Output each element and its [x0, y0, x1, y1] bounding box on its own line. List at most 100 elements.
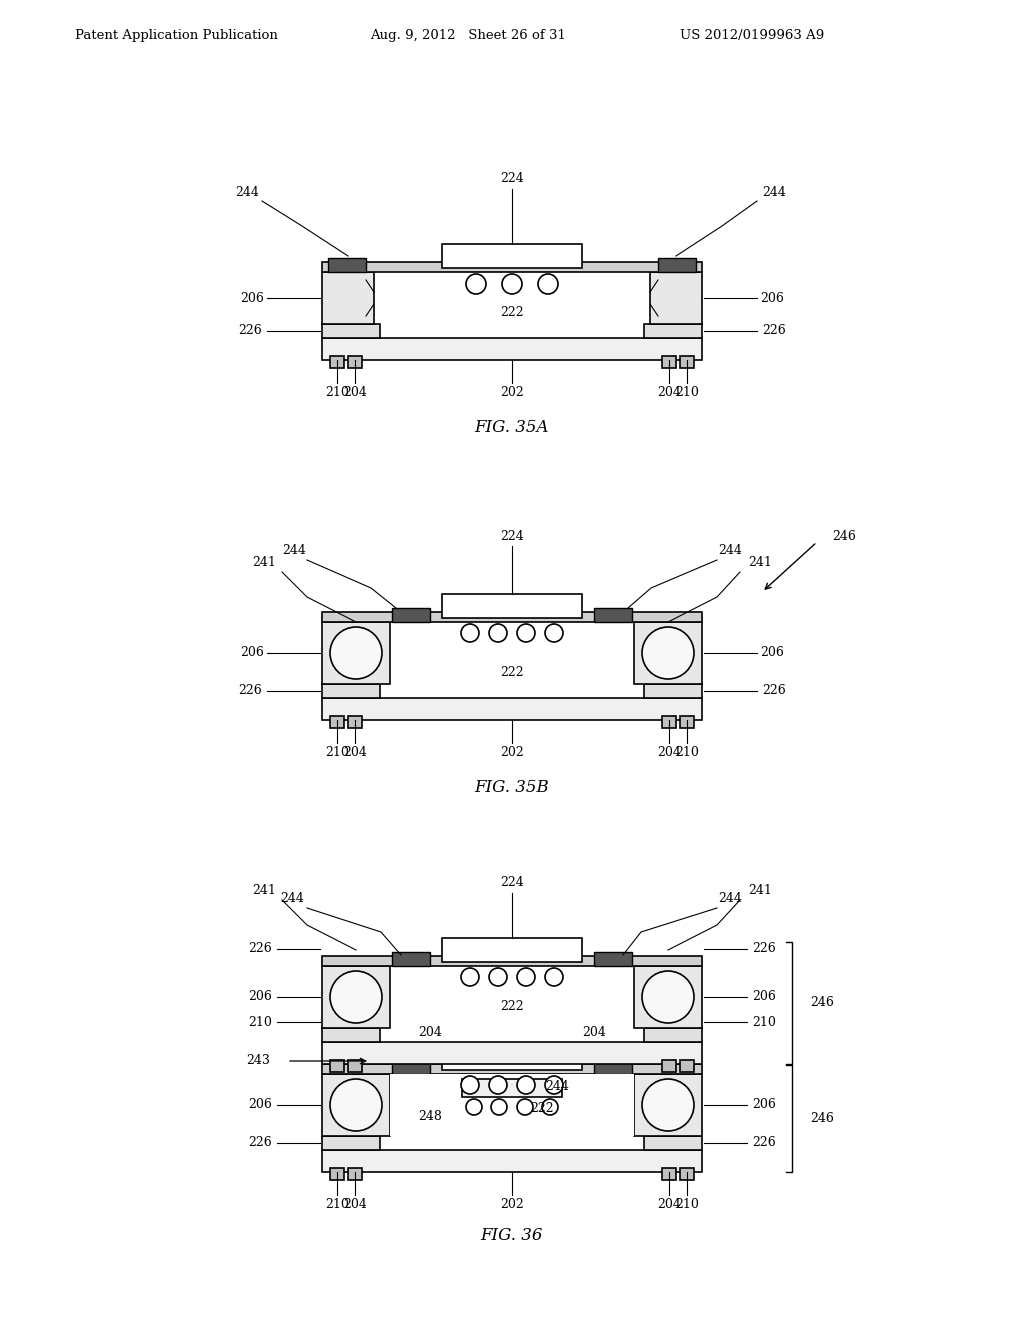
Text: 248: 248	[418, 1110, 442, 1122]
Text: 202: 202	[500, 747, 524, 759]
Text: 246: 246	[831, 531, 856, 544]
Bar	[662, 715, 676, 729]
Text: 224: 224	[500, 529, 524, 543]
Circle shape	[330, 627, 382, 678]
Bar	[644, 1028, 702, 1041]
Text: 241: 241	[252, 556, 275, 569]
Bar	[330, 1168, 344, 1180]
Bar	[322, 272, 374, 323]
Bar	[644, 684, 702, 698]
Bar	[662, 1168, 676, 1180]
Text: 210: 210	[325, 1199, 349, 1212]
Bar	[322, 323, 380, 338]
Text: FIG. 35A: FIG. 35A	[475, 420, 549, 437]
Bar	[634, 622, 702, 684]
Bar	[442, 594, 582, 618]
Text: 226: 226	[248, 1137, 272, 1150]
Bar	[442, 244, 582, 268]
Text: 202: 202	[500, 1199, 524, 1212]
Text: 226: 226	[239, 325, 262, 338]
Circle shape	[517, 1100, 534, 1115]
Bar	[322, 698, 702, 719]
Text: 210: 210	[325, 747, 349, 759]
Text: Patent Application Publication: Patent Application Publication	[75, 29, 278, 41]
Bar	[322, 261, 702, 272]
Text: 204: 204	[343, 1199, 367, 1212]
Text: 244: 244	[280, 891, 304, 904]
Circle shape	[642, 972, 694, 1023]
Text: 244: 244	[762, 186, 786, 199]
Text: 244: 244	[545, 1080, 569, 1093]
Text: 206: 206	[240, 647, 264, 660]
Text: 206: 206	[760, 292, 784, 305]
Bar	[322, 1028, 380, 1041]
Text: 204: 204	[657, 387, 681, 400]
Bar	[348, 356, 362, 368]
Bar	[594, 952, 632, 966]
Bar	[462, 1078, 562, 1097]
Circle shape	[545, 968, 563, 986]
Text: 204: 204	[657, 747, 681, 759]
Circle shape	[538, 275, 558, 294]
Text: US 2012/0199963 A9: US 2012/0199963 A9	[680, 29, 824, 41]
Circle shape	[502, 275, 522, 294]
Text: 210: 210	[752, 1015, 776, 1028]
Circle shape	[642, 627, 694, 678]
Text: 206: 206	[248, 990, 272, 1003]
Text: 226: 226	[752, 942, 776, 956]
Text: 210: 210	[675, 747, 699, 759]
Text: 241: 241	[749, 883, 772, 896]
Bar	[392, 952, 430, 966]
Bar	[392, 609, 430, 622]
Circle shape	[642, 1078, 694, 1131]
Text: 226: 226	[762, 325, 785, 338]
Text: 244: 244	[718, 891, 742, 904]
Text: 204: 204	[657, 1199, 681, 1212]
Bar	[644, 1137, 702, 1150]
Circle shape	[545, 624, 563, 642]
Text: 244: 244	[236, 186, 259, 199]
Bar	[650, 272, 702, 323]
Text: 210: 210	[325, 387, 349, 400]
Text: 210: 210	[248, 1015, 272, 1028]
Bar	[662, 1060, 676, 1072]
Text: 241: 241	[252, 883, 275, 896]
Text: 222: 222	[500, 667, 524, 680]
Bar	[330, 1060, 344, 1072]
Text: 244: 244	[282, 544, 306, 557]
Text: 226: 226	[239, 685, 262, 697]
Bar	[328, 257, 366, 272]
Text: 206: 206	[752, 1098, 776, 1111]
Text: 226: 226	[762, 685, 785, 697]
Bar	[442, 1045, 582, 1071]
Text: FIG. 36: FIG. 36	[480, 1226, 544, 1243]
Bar	[322, 966, 390, 1028]
Circle shape	[542, 1100, 558, 1115]
Circle shape	[461, 624, 479, 642]
Bar	[322, 338, 702, 360]
Text: 210: 210	[675, 1199, 699, 1212]
Text: 206: 206	[760, 647, 784, 660]
Bar	[322, 684, 380, 698]
Bar	[594, 1060, 632, 1074]
Text: 226: 226	[752, 1137, 776, 1150]
Bar	[348, 1060, 362, 1072]
Bar	[322, 612, 702, 622]
Circle shape	[489, 624, 507, 642]
Text: FIG. 35B: FIG. 35B	[475, 780, 549, 796]
Bar	[680, 715, 694, 729]
Text: 246: 246	[810, 997, 834, 1010]
Text: 210: 210	[675, 387, 699, 400]
Bar	[680, 356, 694, 368]
Text: 224: 224	[500, 875, 524, 888]
Circle shape	[330, 1078, 382, 1131]
Bar	[322, 622, 390, 684]
Circle shape	[466, 275, 486, 294]
Text: 204: 204	[418, 1027, 442, 1040]
Text: 204: 204	[343, 387, 367, 400]
Circle shape	[461, 1076, 479, 1094]
Text: 206: 206	[248, 1098, 272, 1111]
Bar	[662, 356, 676, 368]
Text: 202: 202	[500, 387, 524, 400]
Bar	[594, 609, 632, 622]
